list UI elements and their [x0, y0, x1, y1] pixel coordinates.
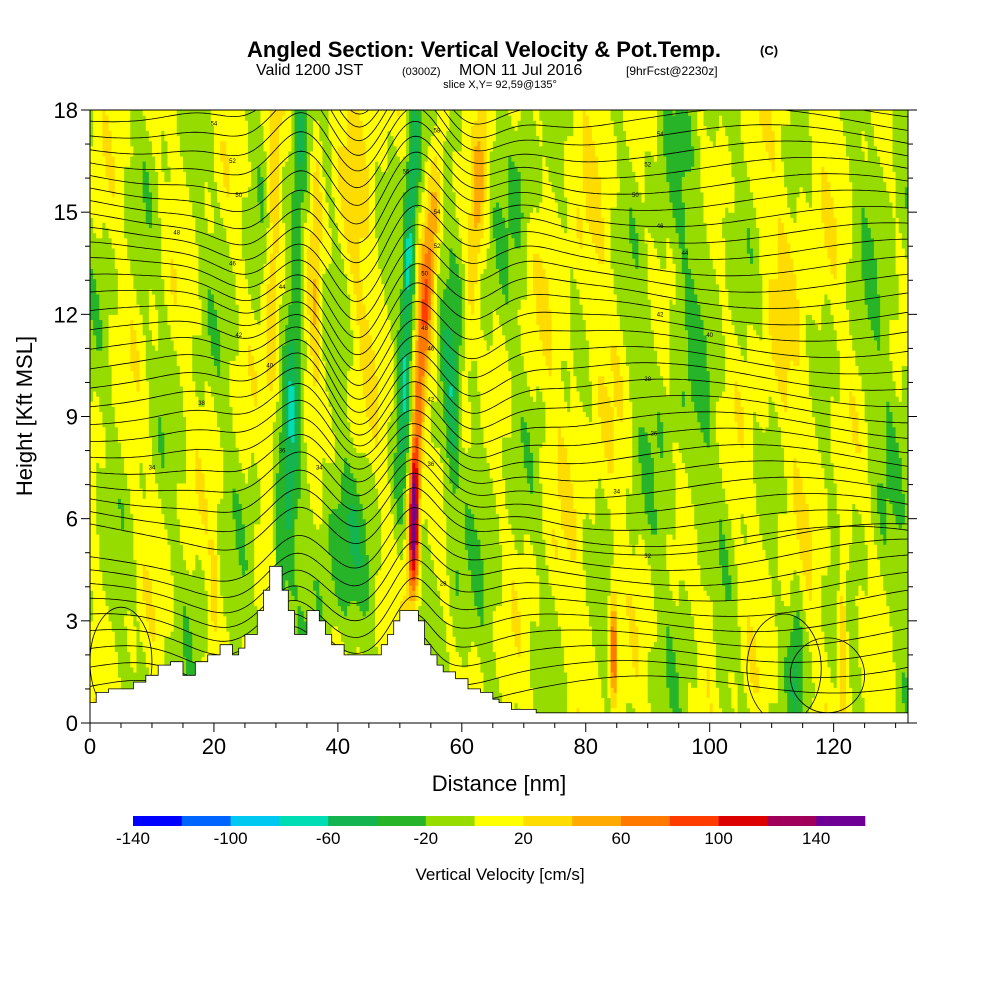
vertical-velocity-field — [90, 110, 909, 724]
forecast-tag: [9hrFcst@2230z] — [626, 64, 718, 78]
valid-time-label: Valid 1200 JST — [256, 62, 364, 79]
chart-title: Angled Section: Vertical Velocity & Pot.… — [247, 37, 721, 62]
date-label: MON 11 Jul 2016 — [459, 62, 582, 79]
slice-label: slice X,Y= 92,59@135° — [443, 79, 557, 91]
chart-title-unit-tag: (C) — [760, 43, 778, 58]
vertical-section-chart: Angled Section: Vertical Velocity & Pot.… — [0, 0, 1000, 1000]
utc-time-label: (0300Z) — [402, 66, 441, 78]
